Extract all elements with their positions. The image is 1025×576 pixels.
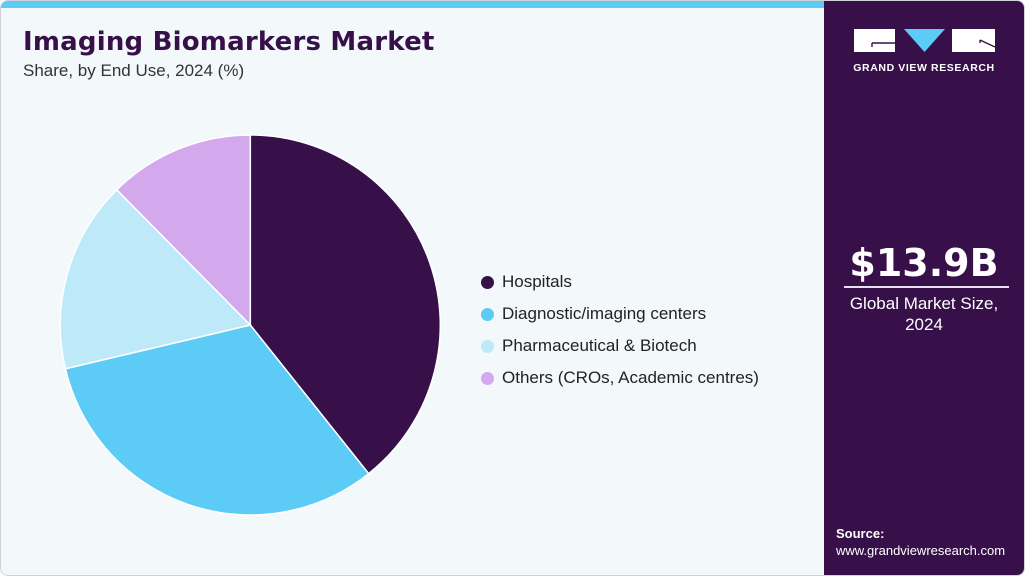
market-size-value: $13.9B [849,241,999,285]
legend-label: Diagnostic/imaging centers [502,304,707,323]
pie-slice [59,188,252,370]
pie-slice [115,134,252,327]
legend-label: Hospitals [502,272,572,291]
legend: Hospitals Diagnostic/imaging centers Pha… [481,266,759,394]
gvr-logo-icon [854,29,996,52]
divider [844,286,1009,288]
caption-line-2: 2024 [905,315,943,334]
legend-label: Pharmaceutical & Biotech [502,336,697,355]
chart-title: Imaging Biomarkers Market [23,27,435,57]
legend-item-hospitals: Hospitals [481,266,759,298]
source-link[interactable]: www.grandviewresearch.com [836,543,1006,558]
legend-swatch-icon [481,339,494,353]
legend-item-others: Others (CROs, Academic centres) [481,362,759,394]
pie-slice [64,324,370,516]
legend-item-diagnostic: Diagnostic/imaging centers [481,298,759,330]
info-panel: GRAND VIEW RESEARCH $13.9B Global Market… [824,1,1024,575]
chart-subtitle: Share, by End Use, 2024 (%) [23,61,245,80]
legend-swatch-icon [481,275,494,289]
caption-line-1: Global Market Size, [849,294,999,313]
legend-swatch-icon [481,307,494,321]
legend-label: Others (CROs, Academic centres) [502,368,759,387]
market-size-caption: Global Market Size, 2024 [824,293,1024,335]
pie-slice [249,134,442,475]
legend-swatch-icon [481,371,494,385]
source-label: Source: [836,526,885,541]
pie-chart [59,134,442,516]
legend-item-pharma: Pharmaceutical & Biotech [481,330,759,362]
brand-name: GRAND VIEW RESEARCH [853,62,995,74]
accent-bar [1,1,824,8]
